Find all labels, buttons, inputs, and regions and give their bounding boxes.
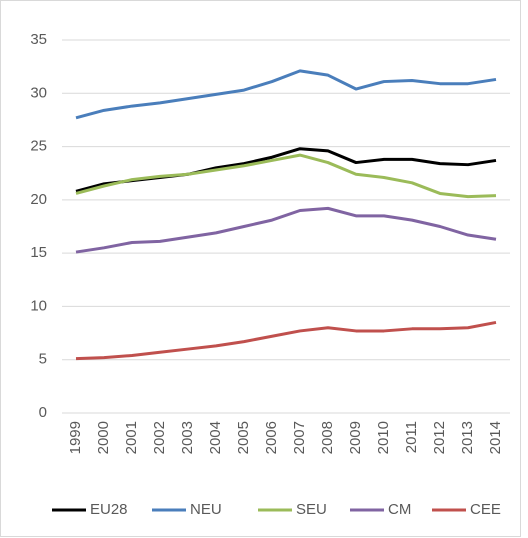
y-tick-label: 35 [30, 31, 47, 48]
legend-label: NEU [190, 501, 222, 518]
legend-label: CM [388, 501, 411, 518]
x-tick-label: 2007 [291, 421, 308, 454]
y-tick-label: 5 [39, 351, 47, 368]
x-tick-label: 2000 [95, 421, 112, 454]
y-tick-label: 0 [39, 404, 47, 421]
y-tick-label: 20 [30, 191, 47, 208]
legend-label: EU28 [90, 501, 128, 518]
x-tick-label: 2003 [179, 421, 196, 454]
x-tick-label: 2010 [375, 421, 392, 454]
legend-label: CEE [470, 501, 501, 518]
x-tick-label: 2005 [235, 421, 252, 454]
x-tick-label: 2009 [347, 421, 364, 454]
x-tick-label: 1999 [67, 421, 84, 454]
series-line [75, 153, 497, 199]
series-line [75, 206, 497, 254]
x-tick-label: 2014 [487, 421, 504, 454]
x-tick-label: 2012 [431, 421, 448, 454]
x-tick-label: 2013 [459, 421, 476, 454]
x-tick-label: 2006 [263, 421, 280, 454]
y-tick-label: 10 [30, 297, 47, 314]
x-tick-label: 2002 [151, 421, 168, 454]
y-tick-label: 30 [30, 84, 47, 101]
series-line [75, 69, 497, 120]
legend-label: SEU [296, 501, 327, 518]
series-line [75, 320, 497, 361]
x-tick-label: 2008 [319, 421, 336, 454]
x-tick-label: 2001 [123, 421, 140, 454]
y-tick-label: 15 [30, 244, 47, 261]
x-tick-label: 2011 [403, 421, 420, 453]
x-tick-label: 2004 [207, 421, 224, 454]
y-tick-label: 25 [30, 138, 47, 155]
